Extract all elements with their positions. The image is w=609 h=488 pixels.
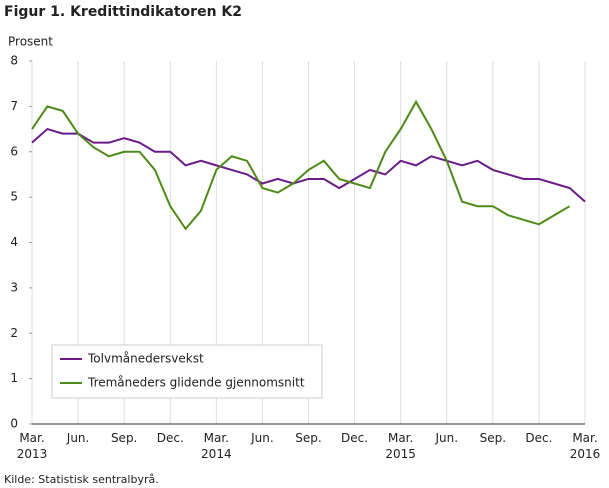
x-tick-label: Mar. 2014: [201, 431, 232, 461]
x-tick-label: Sep.: [479, 431, 507, 445]
x-tick-label: Mar. 2013: [16, 431, 48, 461]
x-tick-label: Jun.: [251, 431, 274, 445]
chart-title: Figur 1. Kredittindikatoren K2: [4, 4, 242, 20]
legend-label: Tolvmånedersvekst: [87, 352, 204, 366]
x-tick-label: Jun.: [66, 431, 90, 445]
source: Kilde: Statistisk sentralbyrå.: [4, 473, 159, 486]
y-tick-label: 2: [10, 326, 18, 340]
series-line: [31, 127, 586, 203]
y-tick-label: 0: [10, 417, 18, 431]
x-tick-label: Dec.: [341, 431, 369, 445]
y-tick-label: 7: [10, 99, 18, 113]
y-tick-label: 4: [10, 235, 18, 249]
legend-box: [51, 344, 323, 399]
y-tick-label: 8: [10, 54, 18, 68]
x-tick-label: Mar. 2016: [569, 431, 601, 461]
y-tick-label: 1: [10, 371, 18, 385]
x-tick-label: Mar. 2015: [385, 431, 416, 461]
x-tick-label: Dec.: [156, 431, 184, 445]
x-tick-label: Jun.: [435, 431, 459, 445]
y-tick-label: 3: [10, 280, 18, 294]
y-tick-label: 6: [10, 144, 18, 158]
series-line: [31, 99, 571, 231]
legend-label: Tremåneders glidende gjennomsnitt: [87, 376, 305, 390]
x-tick-label: Sep.: [295, 431, 322, 445]
x-tick-label: Dec.: [525, 431, 553, 445]
y-axis-label: Prosent: [8, 35, 53, 49]
x-tick-label: Sep.: [110, 431, 138, 445]
y-tick-label: 5: [10, 190, 18, 204]
